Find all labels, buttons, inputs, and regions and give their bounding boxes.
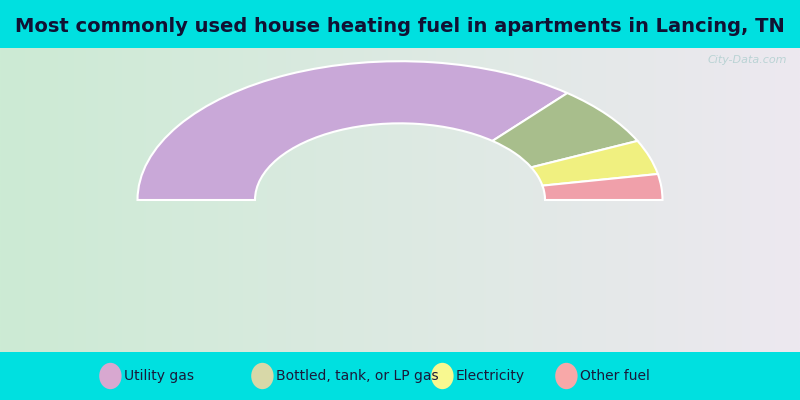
Text: Most commonly used house heating fuel in apartments in Lancing, TN: Most commonly used house heating fuel in…	[15, 17, 785, 36]
Text: Utility gas: Utility gas	[124, 369, 194, 383]
Ellipse shape	[555, 363, 578, 389]
Ellipse shape	[99, 363, 122, 389]
Ellipse shape	[251, 363, 274, 389]
Text: Bottled, tank, or LP gas: Bottled, tank, or LP gas	[276, 369, 438, 383]
Text: Other fuel: Other fuel	[580, 369, 650, 383]
Wedge shape	[542, 174, 662, 200]
Text: Electricity: Electricity	[456, 369, 525, 383]
Wedge shape	[138, 61, 567, 200]
Wedge shape	[531, 141, 658, 186]
Ellipse shape	[431, 363, 454, 389]
Wedge shape	[493, 93, 638, 167]
Text: City-Data.com: City-Data.com	[708, 55, 787, 65]
